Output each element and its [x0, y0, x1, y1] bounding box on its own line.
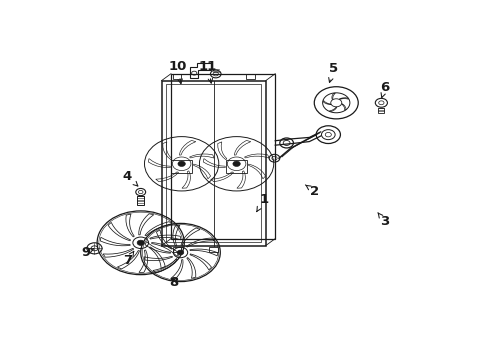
Text: 4: 4: [122, 170, 138, 186]
Text: 2: 2: [305, 185, 319, 198]
Text: 9: 9: [81, 246, 93, 259]
Circle shape: [178, 161, 185, 166]
Text: 10: 10: [168, 60, 186, 84]
Text: 8: 8: [169, 276, 178, 289]
Text: 3: 3: [377, 213, 389, 229]
Text: 11: 11: [199, 60, 217, 83]
Text: 7: 7: [122, 251, 134, 267]
Text: 6: 6: [380, 81, 389, 98]
Text: 1: 1: [256, 193, 268, 212]
Circle shape: [137, 240, 144, 246]
Text: 5: 5: [328, 62, 338, 82]
Circle shape: [232, 161, 240, 166]
Circle shape: [177, 250, 183, 255]
